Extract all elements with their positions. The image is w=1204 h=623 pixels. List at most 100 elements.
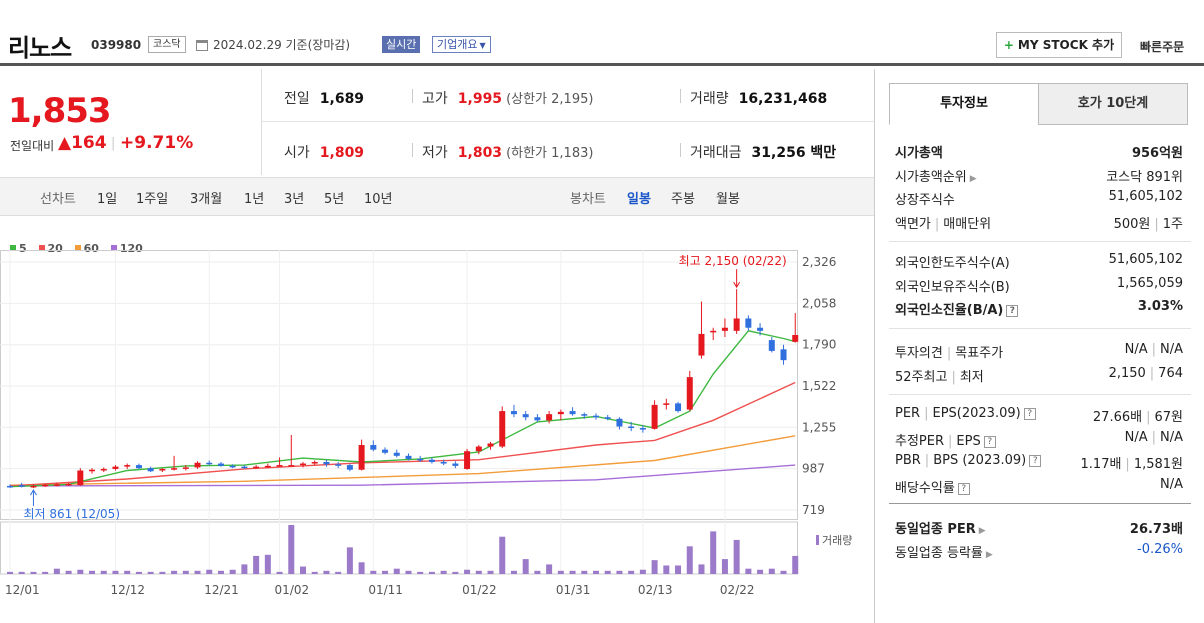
legend-label: 20 <box>47 242 63 255</box>
x-tick-label: 12/12 <box>110 583 145 597</box>
industry-rate-row[interactable]: 동일업종 등락률 ▶ -0.26% <box>895 539 1183 563</box>
upper-limit: (상한가 2,195) <box>506 92 594 107</box>
pbr-text: PBR <box>895 453 921 468</box>
prev-close-label: 전일 <box>284 91 310 107</box>
candle-body <box>182 467 189 469</box>
candle-body <box>604 417 611 419</box>
period-1y[interactable]: 1년 <box>244 192 265 207</box>
volume-cell: 거래량 16,231,468 <box>690 88 827 108</box>
legend-ma20: 20 <box>38 242 63 255</box>
divider <box>680 143 681 157</box>
candle-body <box>124 465 131 467</box>
volume-bar <box>229 569 236 574</box>
candle-body <box>686 377 693 410</box>
market-cap-row: 시가총액 956억원 <box>895 139 1183 163</box>
help-icon[interactable]: ? <box>1029 455 1042 467</box>
volume-bar <box>206 569 213 574</box>
price-chart[interactable]: 2,326 2,058 1,790 1,522 1,255 987 719 12/01 12/1… <box>0 250 874 623</box>
period-1w[interactable]: 1주일 <box>136 192 169 207</box>
company-info-dropdown[interactable]: 기업개요 ▼ <box>432 36 491 53</box>
divider: | <box>1146 410 1151 425</box>
help-icon[interactable]: ? <box>983 435 996 448</box>
quick-order-button[interactable]: 빠른주문 <box>1140 40 1185 54</box>
up-triangle-icon: ▲ <box>58 133 72 153</box>
week52-label: 52주최고 | 최저 <box>895 366 984 385</box>
opinion-row: 투자의견 | 목표주가 N/A | N/A <box>895 339 1183 363</box>
candle-monthly[interactable]: 월봉 <box>716 192 740 207</box>
candle-body <box>135 465 142 469</box>
candle-body <box>53 484 60 486</box>
candle-body <box>405 455 412 459</box>
candle-body <box>276 465 283 467</box>
plus-icon: + <box>1003 38 1014 52</box>
price-plot-frame <box>0 250 798 520</box>
face-value-row: 액면가 | 매매단위 500원 | 1주 <box>895 210 1183 234</box>
foreign-ratio-text: 외국인소진율(B/A) <box>895 303 1004 318</box>
est-per: N/A <box>1124 429 1148 445</box>
volume-bar <box>135 571 142 574</box>
tab-invest-info[interactable]: 투자정보 <box>889 83 1039 125</box>
bps-text: BPS (2023.09) <box>933 453 1027 468</box>
divider: | <box>111 136 116 151</box>
lower-limit: (하한가 1,183) <box>506 146 594 161</box>
candle-body <box>593 415 599 418</box>
change-value: ▲164 <box>58 133 107 153</box>
volume-bar <box>452 571 459 574</box>
chevron-right-icon: ▶ <box>969 173 977 184</box>
candle-body <box>557 411 564 415</box>
volume-bar <box>721 559 728 574</box>
dividend-text: 배당수익률 <box>895 480 955 496</box>
volume-bar <box>698 564 705 574</box>
candle-body <box>475 446 482 452</box>
legend-ma60: 60 <box>74 242 99 255</box>
legend-label: 5 <box>19 242 27 255</box>
divider <box>412 143 413 157</box>
volume-bar <box>475 570 482 574</box>
help-icon[interactable]: ? <box>957 482 970 495</box>
volume-bar <box>100 570 107 574</box>
current-price: 1,853 <box>8 91 112 131</box>
foreign-hold-value: 1,565,059 <box>1116 275 1183 291</box>
candle-body <box>18 485 25 487</box>
volume-bar <box>405 570 412 574</box>
candle-body <box>651 404 658 429</box>
add-mystock-button[interactable]: + MY STOCK 추가 <box>996 32 1122 58</box>
listed-shares-value: 51,605,102 <box>1108 189 1183 204</box>
period-1d[interactable]: 1일 <box>97 192 118 207</box>
divider: | <box>1151 429 1156 445</box>
volume-bar <box>710 531 717 574</box>
candle-body <box>65 483 72 486</box>
volume-bar <box>675 565 682 574</box>
chevron-right-icon: ▶ <box>985 549 993 560</box>
market-badge: 코스닥 <box>148 36 186 53</box>
volume-bar <box>534 570 541 574</box>
volume-bar <box>628 570 635 574</box>
candle-chart-label: 봉차트 <box>570 192 606 207</box>
volume-bar <box>311 571 318 574</box>
candle-weekly[interactable]: 주봉 <box>671 192 695 207</box>
per: 27.66배 <box>1092 410 1143 425</box>
tab-orderbook[interactable]: 호가 10단계 <box>1038 83 1188 125</box>
divider <box>889 503 1191 504</box>
volume-bar <box>30 571 37 574</box>
low-cell: 저가 1,803 (하한가 1,183) <box>422 142 593 162</box>
candle-body <box>89 469 96 472</box>
candle-body <box>757 327 764 331</box>
market-cap-rank-row[interactable]: 시가총액순위 ▶ 코스닥 891위 <box>895 163 1183 187</box>
industry-group: 동일업종 PER ▶ 26.73배 동일업종 등락률 ▶ -0.26% <box>895 515 1183 562</box>
period-3m[interactable]: 3개월 <box>190 192 223 207</box>
period-3y[interactable]: 3년 <box>284 192 305 207</box>
period-10y[interactable]: 10년 <box>364 192 393 207</box>
industry-rate-label: 동일업종 등락률 ▶ <box>895 542 993 561</box>
legend-swatch <box>10 245 16 251</box>
help-icon[interactable]: ? <box>1023 408 1036 420</box>
candle-body <box>534 417 541 421</box>
divider: | <box>1125 457 1130 472</box>
industry-per-row[interactable]: 동일업종 PER ▶ 26.73배 <box>895 515 1183 539</box>
candle-daily[interactable]: 일봉 <box>627 192 651 207</box>
candle-body <box>628 426 635 429</box>
realtime-button[interactable]: 실시간 <box>382 36 421 53</box>
period-5y[interactable]: 5년 <box>324 192 345 207</box>
chart-legend: 5 20 60 120 <box>10 242 151 255</box>
help-icon[interactable]: ? <box>1006 305 1019 317</box>
